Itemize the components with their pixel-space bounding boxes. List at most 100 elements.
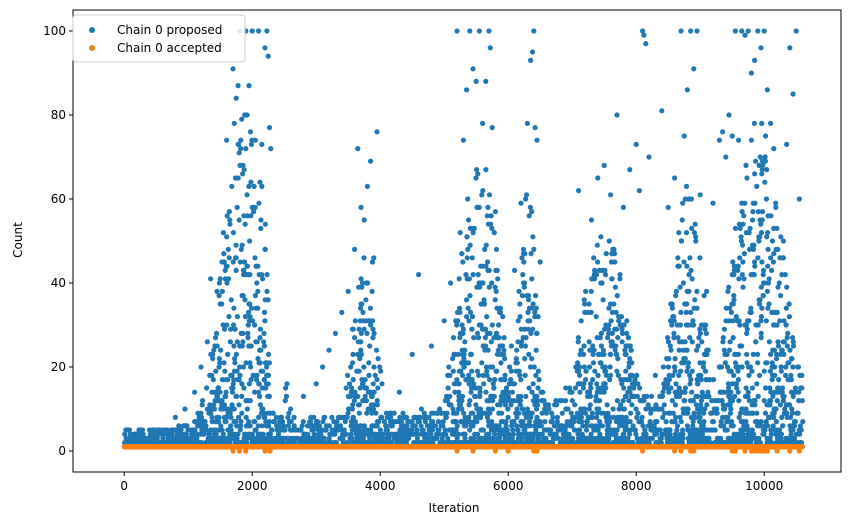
proposed-point	[232, 326, 238, 332]
proposed-point	[194, 435, 200, 441]
proposed-point	[216, 356, 222, 362]
proposed-point	[374, 402, 380, 408]
proposed-point	[774, 322, 780, 328]
proposed-point	[257, 393, 263, 399]
proposed-point	[473, 385, 479, 391]
proposed-point	[688, 267, 694, 273]
proposed-point	[612, 251, 618, 257]
proposed-point	[601, 351, 607, 357]
proposed-point	[577, 364, 583, 370]
proposed-point	[781, 351, 787, 357]
proposed-point	[732, 225, 739, 231]
proposed-point	[256, 200, 262, 206]
proposed-point	[391, 410, 397, 416]
proposed-point	[471, 335, 477, 341]
proposed-point	[368, 322, 374, 328]
proposed-point	[259, 141, 265, 147]
proposed-point	[341, 427, 347, 433]
proposed-point	[428, 431, 434, 437]
proposed-point	[252, 255, 258, 261]
proposed-point	[621, 406, 628, 412]
proposed-point	[698, 377, 704, 383]
proposed-point	[455, 318, 461, 324]
proposed-point	[463, 377, 469, 383]
proposed-point	[775, 343, 782, 349]
proposed-point	[439, 435, 445, 441]
proposed-point	[594, 242, 600, 248]
proposed-point	[369, 393, 375, 399]
proposed-point	[478, 322, 484, 328]
proposed-point	[452, 389, 458, 395]
proposed-point	[735, 263, 741, 269]
proposed-point	[515, 318, 521, 324]
proposed-point	[238, 440, 244, 446]
proposed-point	[248, 179, 254, 185]
proposed-point	[764, 167, 770, 173]
proposed-point	[518, 200, 524, 206]
proposed-point	[219, 288, 225, 294]
proposed-point	[236, 150, 242, 156]
proposed-point	[637, 385, 643, 391]
proposed-point	[244, 440, 250, 446]
proposed-point	[778, 368, 785, 374]
proposed-point	[529, 49, 536, 55]
proposed-point	[479, 192, 485, 198]
proposed-point	[223, 419, 229, 425]
proposed-point	[740, 284, 746, 290]
proposed-point	[529, 276, 535, 282]
proposed-point	[482, 335, 488, 341]
proposed-point	[589, 410, 596, 416]
proposed-point	[384, 427, 390, 433]
proposed-point	[477, 385, 483, 391]
proposed-point	[357, 305, 364, 311]
proposed-point	[249, 431, 255, 437]
proposed-point	[595, 175, 601, 181]
proposed-point	[600, 297, 606, 303]
proposed-point	[363, 398, 370, 404]
proposed-point	[356, 326, 362, 332]
proposed-point	[502, 377, 508, 383]
proposed-point	[683, 230, 690, 236]
proposed-point	[501, 347, 507, 353]
proposed-point	[255, 423, 261, 429]
proposed-point	[235, 431, 241, 437]
proposed-point	[503, 419, 509, 425]
proposed-point	[612, 284, 619, 290]
proposed-point	[475, 171, 481, 177]
proposed-point	[378, 368, 384, 374]
proposed-point	[469, 326, 475, 332]
proposed-point	[352, 419, 358, 425]
proposed-point	[329, 414, 335, 420]
proposed-point	[672, 356, 678, 362]
proposed-point	[691, 322, 697, 328]
proposed-point	[355, 393, 361, 399]
proposed-point	[503, 423, 509, 429]
proposed-point	[518, 393, 524, 399]
proposed-point	[728, 406, 734, 412]
proposed-point	[337, 423, 344, 429]
proposed-point	[521, 284, 527, 290]
proposed-point	[231, 305, 237, 311]
proposed-point	[758, 230, 765, 236]
proposed-point	[521, 259, 527, 265]
proposed-point	[313, 381, 319, 387]
proposed-point	[462, 435, 468, 441]
proposed-point	[208, 410, 214, 416]
proposed-point	[199, 402, 205, 408]
proposed-point	[760, 267, 767, 273]
proposed-point	[487, 330, 493, 336]
proposed-point	[755, 360, 761, 366]
proposed-point	[475, 431, 481, 437]
proposed-point	[264, 364, 270, 370]
proposed-point	[307, 419, 314, 425]
proposed-point	[247, 314, 253, 320]
proposed-point	[465, 305, 471, 311]
proposed-point	[232, 356, 238, 362]
proposed-point	[357, 385, 363, 391]
proposed-point	[400, 410, 406, 416]
proposed-point	[559, 410, 565, 416]
proposed-point	[550, 414, 556, 420]
proposed-point	[748, 309, 754, 315]
proposed-point	[677, 284, 683, 290]
proposed-point	[646, 154, 652, 160]
